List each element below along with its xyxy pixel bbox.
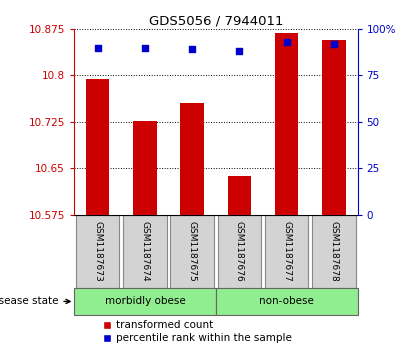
Bar: [312, 215, 356, 287]
Text: disease state: disease state: [0, 297, 70, 306]
Point: [94, 45, 101, 50]
Text: morbidly obese: morbidly obese: [104, 297, 185, 306]
Bar: [228, 176, 251, 215]
Bar: [74, 287, 216, 315]
Text: GSM1187675: GSM1187675: [188, 221, 196, 281]
Text: GSM1187674: GSM1187674: [141, 221, 149, 281]
Text: GSM1187676: GSM1187676: [235, 221, 244, 281]
Bar: [86, 78, 109, 215]
Bar: [171, 215, 214, 287]
Point: [330, 41, 337, 47]
Point: [141, 45, 148, 50]
Bar: [322, 40, 346, 215]
Bar: [76, 215, 119, 287]
Bar: [180, 103, 204, 215]
Title: GDS5056 / 7944011: GDS5056 / 7944011: [148, 15, 283, 28]
Text: GSM1187678: GSM1187678: [330, 221, 338, 281]
Text: non-obese: non-obese: [259, 297, 314, 306]
Bar: [275, 33, 298, 215]
Text: GSM1187677: GSM1187677: [282, 221, 291, 281]
Legend: transformed count, percentile rank within the sample: transformed count, percentile rank withi…: [102, 321, 292, 343]
Bar: [123, 215, 166, 287]
Bar: [265, 215, 308, 287]
Point: [189, 46, 195, 52]
Bar: [216, 287, 358, 315]
Bar: [218, 215, 261, 287]
Bar: [133, 121, 157, 215]
Point: [283, 39, 290, 45]
Text: GSM1187673: GSM1187673: [93, 221, 102, 281]
Point: [236, 48, 242, 54]
